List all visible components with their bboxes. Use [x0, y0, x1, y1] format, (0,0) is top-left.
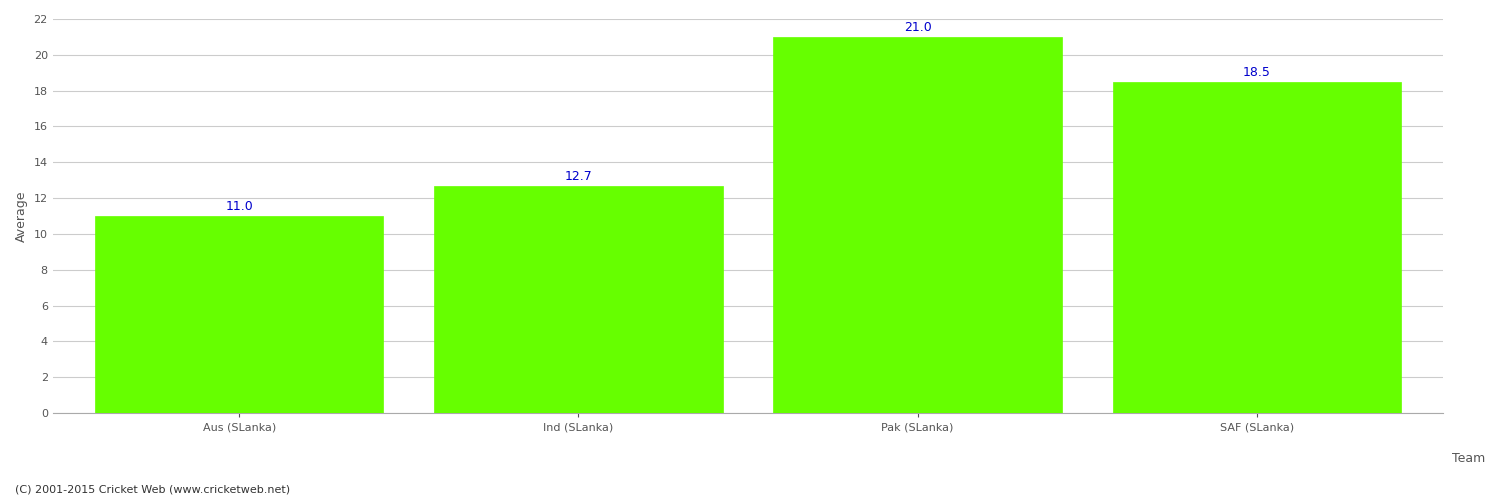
Bar: [1113, 82, 1401, 413]
Text: 21.0: 21.0: [903, 21, 932, 34]
Text: 11.0: 11.0: [225, 200, 254, 213]
Text: (C) 2001-2015 Cricket Web (www.cricketweb.net): (C) 2001-2015 Cricket Web (www.cricketwe…: [15, 485, 290, 495]
Y-axis label: Average: Average: [15, 190, 28, 242]
Bar: [774, 37, 1062, 413]
Text: 12.7: 12.7: [564, 170, 592, 183]
Bar: [94, 216, 384, 413]
Text: Team: Team: [1452, 452, 1485, 465]
Text: 18.5: 18.5: [1244, 66, 1270, 79]
Bar: [435, 186, 723, 413]
